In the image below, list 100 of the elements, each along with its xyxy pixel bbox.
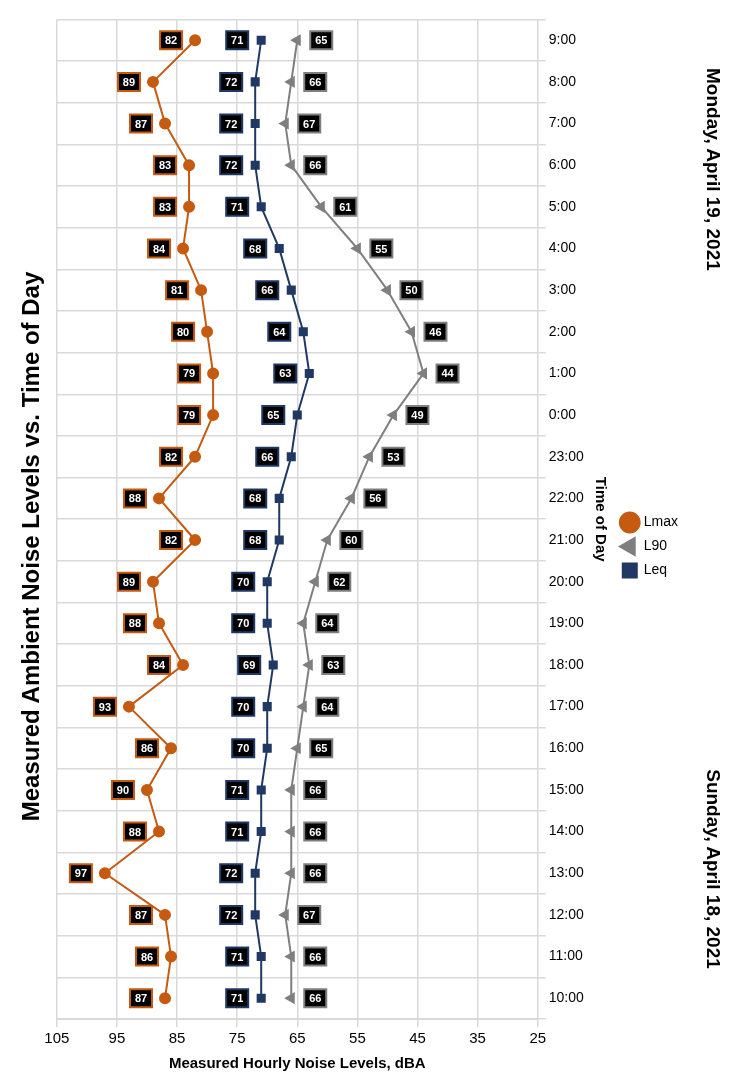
- data-label: 66: [309, 992, 322, 1005]
- data-label: 72: [225, 159, 238, 172]
- data-label: 88: [128, 617, 142, 630]
- point: [405, 326, 415, 338]
- point: [291, 34, 301, 46]
- data-label: 80: [176, 325, 190, 338]
- x-axis-title: Measured Hourly Noise Levels, dBA: [168, 1054, 426, 1072]
- point: [285, 784, 295, 796]
- point: [153, 617, 165, 630]
- point: [98, 867, 111, 880]
- point: [262, 618, 272, 628]
- point: [363, 451, 373, 463]
- legend-label: Leq: [643, 561, 668, 578]
- data-label: 71: [231, 783, 244, 796]
- y-tick-label: 1:00: [548, 364, 577, 381]
- point: [256, 785, 266, 795]
- y-tick-label: 21:00: [548, 530, 584, 547]
- data-label: 83: [158, 159, 172, 172]
- point: [122, 700, 135, 713]
- data-label: 71: [231, 34, 244, 47]
- point: [274, 493, 284, 503]
- y-tick-label: 14:00: [548, 822, 584, 839]
- data-label: 66: [309, 75, 322, 88]
- point: [153, 825, 165, 838]
- point: [291, 742, 301, 754]
- data-label: 83: [158, 200, 172, 213]
- point: [303, 659, 313, 671]
- point: [146, 575, 159, 588]
- data-label: 72: [225, 867, 238, 880]
- point: [285, 951, 295, 962]
- point: [177, 658, 190, 671]
- y-tick-label: 3:00: [548, 280, 577, 297]
- data-label: 81: [170, 284, 184, 297]
- data-label: 61: [339, 200, 352, 213]
- y-tick-label: 22:00: [548, 489, 584, 506]
- data-label: 79: [182, 409, 196, 422]
- data-label: 68: [249, 534, 262, 547]
- data-label: 66: [309, 867, 322, 880]
- data-label: 82: [164, 34, 178, 47]
- data-label: 66: [309, 159, 322, 172]
- data-label: 88: [128, 825, 142, 838]
- y-tick-label: 13:00: [548, 864, 584, 881]
- point: [298, 327, 308, 337]
- text: Measured Ambient Noise Levels vs. Time of Day: [17, 271, 45, 822]
- point: [351, 243, 361, 254]
- point: [387, 409, 397, 421]
- point: [165, 950, 178, 963]
- point: [285, 159, 295, 171]
- point: [286, 452, 296, 462]
- data-label: 71: [231, 825, 244, 838]
- data-label: 88: [128, 492, 142, 505]
- y-tick-label: 18:00: [548, 655, 584, 672]
- data-label: 87: [134, 992, 148, 1005]
- x-tick-label: 65: [288, 1029, 306, 1047]
- point: [207, 409, 220, 422]
- data-label: 89: [122, 75, 136, 88]
- data-label: 70: [237, 700, 250, 713]
- data-label: 72: [225, 117, 238, 130]
- point: [262, 577, 272, 587]
- y-tick-label: 5:00: [548, 197, 577, 214]
- point: [345, 493, 355, 504]
- y-tick-label: 9:00: [548, 31, 577, 48]
- y-tick-label: 2:00: [548, 322, 577, 339]
- data-label: 62: [333, 575, 346, 588]
- y-tick-label: 6:00: [548, 156, 577, 173]
- data-label: 86: [140, 950, 154, 963]
- point: [177, 242, 190, 255]
- data-label: 70: [237, 742, 250, 755]
- x-tick-label: 95: [108, 1029, 126, 1047]
- point: [285, 867, 295, 879]
- data-label: 50: [405, 284, 418, 297]
- data-label: 68: [249, 242, 262, 255]
- y-tick-label: 23:00: [548, 447, 584, 464]
- data-label: 64: [321, 700, 335, 713]
- point: [250, 868, 260, 878]
- y-tick-label: 16:00: [548, 739, 584, 756]
- data-label: 67: [303, 117, 316, 130]
- point: [250, 910, 260, 920]
- data-label: 65: [315, 742, 328, 755]
- point: [159, 908, 172, 921]
- data-label: 90: [116, 783, 130, 796]
- text: Sunday, April 18, 2021: [702, 769, 724, 970]
- data-label: 71: [231, 200, 244, 213]
- point: [286, 285, 296, 295]
- y-axis-title: Time of Day: [592, 476, 610, 563]
- data-label: 64: [273, 325, 287, 338]
- data-label: 55: [375, 242, 388, 255]
- x-tick-label: 35: [469, 1029, 486, 1047]
- data-label: 53: [387, 450, 400, 463]
- data-label: 44: [441, 367, 455, 380]
- x-tick-label: 45: [409, 1029, 426, 1047]
- point: [285, 826, 295, 837]
- point: [201, 325, 214, 338]
- point: [250, 77, 260, 87]
- data-label: 63: [279, 367, 292, 380]
- x-tick-label: 55: [349, 1029, 366, 1047]
- data-label: 66: [309, 825, 322, 838]
- data-label: 93: [98, 700, 112, 713]
- point: [262, 702, 272, 712]
- point: [250, 160, 260, 170]
